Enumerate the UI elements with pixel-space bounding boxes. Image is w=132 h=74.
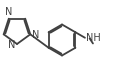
Text: N: N [8, 40, 15, 50]
Text: NH: NH [86, 33, 101, 43]
Text: N: N [5, 7, 12, 17]
Text: N: N [32, 30, 39, 40]
